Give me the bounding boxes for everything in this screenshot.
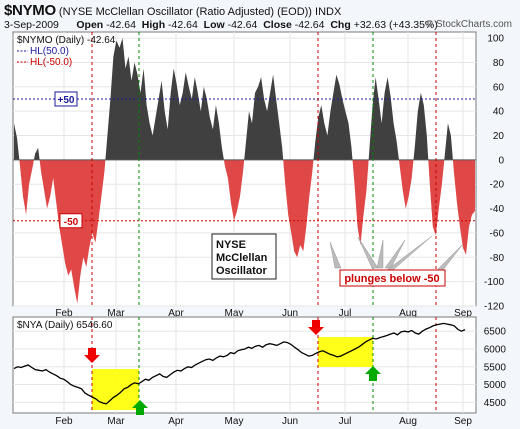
nya-x-tick-label: Apr bbox=[168, 416, 184, 427]
red-down-arrow bbox=[308, 320, 324, 335]
nya-x-tick-label: Feb bbox=[55, 416, 73, 427]
highlight-box-july bbox=[318, 337, 373, 367]
plunge-pointer bbox=[376, 239, 384, 269]
nya-x-tick-label: Mar bbox=[107, 416, 125, 427]
osc-x-tick-label: Mar bbox=[107, 308, 125, 319]
osc-y-tick-label: 40 bbox=[493, 107, 505, 118]
nya-x-tick-label: Jun bbox=[282, 416, 298, 427]
green-up-arrow bbox=[132, 400, 148, 415]
plunge-pointer bbox=[329, 241, 342, 269]
nya-legend-series: $NYA (Daily) 6546.60 bbox=[17, 320, 113, 331]
symbol-description: (NYSE McClellan Oscillator (Ratio Adjust… bbox=[58, 6, 312, 18]
chart-header-line1: $NYMO (NYSE McClellan Oscillator (Ratio … bbox=[4, 2, 341, 19]
high-value: -42.64 bbox=[168, 19, 198, 31]
exchange-label: INDX bbox=[315, 6, 342, 18]
nya-y-tick-label: 5500 bbox=[484, 362, 507, 373]
plunge-label-box bbox=[339, 269, 446, 287]
date-label: 3-Sep-2009 bbox=[4, 19, 59, 31]
green-up-arrow bbox=[365, 366, 381, 381]
chg-label: Chg bbox=[330, 19, 351, 31]
hl-label-box bbox=[59, 213, 83, 229]
hl-label: +50 bbox=[58, 95, 75, 106]
osc-legend-hl50: HL(50.0) bbox=[30, 46, 69, 57]
osc-y-tick-label: -120 bbox=[484, 302, 504, 313]
osc-x-tick-label: Jun bbox=[282, 308, 298, 319]
nya-y-tick-label: 4500 bbox=[484, 398, 507, 409]
nya-price-line bbox=[13, 322, 466, 405]
osc-legend-series: $NYMO (Daily) -42.64 bbox=[17, 35, 116, 46]
osc-legend-hl-50: HL(-50.0) bbox=[30, 57, 72, 68]
hl-label-box bbox=[54, 91, 78, 107]
osc-y-tick-label: -40 bbox=[490, 204, 505, 215]
low-value: -42.64 bbox=[227, 19, 258, 31]
nyse-label-box bbox=[211, 233, 277, 280]
osc-y-tick-label: -100 bbox=[484, 277, 504, 288]
nyse-label-line: McClellan bbox=[216, 252, 268, 264]
close-label: Close bbox=[263, 19, 292, 31]
osc-y-tick-label: 60 bbox=[493, 82, 505, 93]
plunge-pointer bbox=[384, 239, 406, 269]
chg-value: +32.63 (+43.35%) bbox=[353, 19, 438, 31]
plunge-label: plunges below -50 bbox=[344, 273, 439, 285]
highlight-box-march bbox=[92, 369, 139, 410]
osc-y-tick-label: -20 bbox=[490, 180, 505, 191]
nya-x-tick-label: Aug bbox=[399, 416, 417, 427]
symbol-label: $NYMO bbox=[4, 2, 56, 19]
nya-x-tick-label: Jul bbox=[339, 416, 352, 427]
chart-header-line2: 3-Sep-2009 Open -42.64 High -42.64 Low -… bbox=[4, 19, 438, 31]
low-label: Low bbox=[203, 19, 225, 31]
nya-y-tick-label: 6500 bbox=[484, 327, 507, 338]
high-label: High bbox=[141, 19, 166, 31]
osc-y-tick-label: 20 bbox=[493, 131, 505, 142]
open-label: Open bbox=[76, 19, 104, 31]
nyse-label-line: Oscillator bbox=[216, 265, 267, 277]
plunge-pointer bbox=[357, 236, 379, 269]
nya-x-tick-label: Sep bbox=[454, 416, 472, 427]
osc-y-tick-label: 100 bbox=[487, 34, 504, 45]
osc-x-tick-label: Sep bbox=[454, 308, 472, 319]
osc-y-tick-label: 0 bbox=[498, 155, 504, 166]
hl-label: -50 bbox=[64, 217, 79, 228]
nyse-label-line: NYSE bbox=[216, 239, 246, 251]
osc-y-tick-label: -80 bbox=[490, 253, 505, 264]
copyright-label: © StockCharts.com bbox=[425, 19, 512, 30]
osc-x-tick-label: May bbox=[225, 308, 244, 319]
open-value: -42.64 bbox=[106, 19, 136, 31]
nya-y-tick-label: 6000 bbox=[484, 345, 507, 356]
close-value: -42.64 bbox=[294, 19, 325, 31]
red-down-arrow bbox=[84, 348, 100, 363]
nymo-positive-area bbox=[14, 38, 453, 160]
osc-x-tick-label: Feb bbox=[55, 308, 73, 319]
osc-x-tick-label: Aug bbox=[399, 308, 417, 319]
nymo-negative-area bbox=[14, 159, 475, 304]
osc-x-tick-label: Jul bbox=[339, 308, 352, 319]
nya-x-tick-label: May bbox=[225, 416, 244, 427]
osc-y-tick-label: -60 bbox=[490, 228, 505, 239]
osc-x-tick-label: Apr bbox=[168, 308, 184, 319]
nya-y-tick-label: 5000 bbox=[484, 380, 507, 391]
osc-y-tick-label: 80 bbox=[493, 58, 505, 69]
